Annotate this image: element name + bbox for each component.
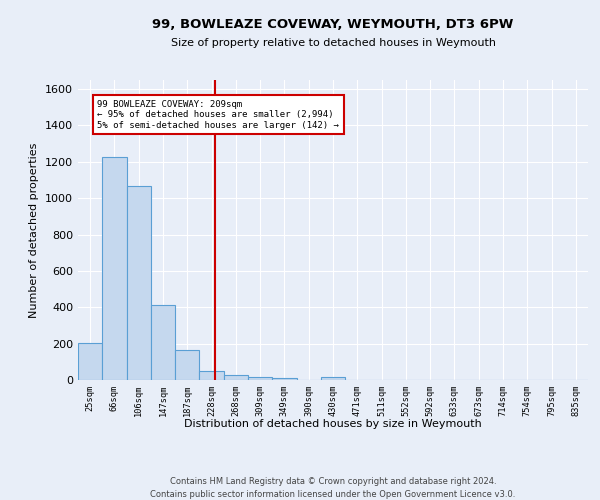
Bar bbox=[151, 306, 175, 380]
Text: Size of property relative to detached houses in Weymouth: Size of property relative to detached ho… bbox=[170, 38, 496, 48]
Bar bbox=[175, 350, 199, 380]
Bar bbox=[224, 376, 248, 380]
Text: 99 BOWLEAZE COVEWAY: 209sqm
← 95% of detached houses are smaller (2,994)
5% of s: 99 BOWLEAZE COVEWAY: 209sqm ← 95% of det… bbox=[97, 100, 340, 130]
Bar bbox=[248, 376, 272, 380]
Text: Contains HM Land Registry data © Crown copyright and database right 2024.: Contains HM Land Registry data © Crown c… bbox=[170, 478, 496, 486]
Text: Contains public sector information licensed under the Open Government Licence v3: Contains public sector information licen… bbox=[151, 490, 515, 499]
Bar bbox=[78, 344, 102, 380]
Bar bbox=[102, 156, 127, 380]
Text: 99, BOWLEAZE COVEWAY, WEYMOUTH, DT3 6PW: 99, BOWLEAZE COVEWAY, WEYMOUTH, DT3 6PW bbox=[152, 18, 514, 30]
Bar bbox=[127, 186, 151, 380]
Bar bbox=[321, 378, 345, 380]
X-axis label: Distribution of detached houses by size in Weymouth: Distribution of detached houses by size … bbox=[184, 419, 482, 429]
Bar bbox=[272, 378, 296, 380]
Bar bbox=[199, 371, 224, 380]
Y-axis label: Number of detached properties: Number of detached properties bbox=[29, 142, 40, 318]
